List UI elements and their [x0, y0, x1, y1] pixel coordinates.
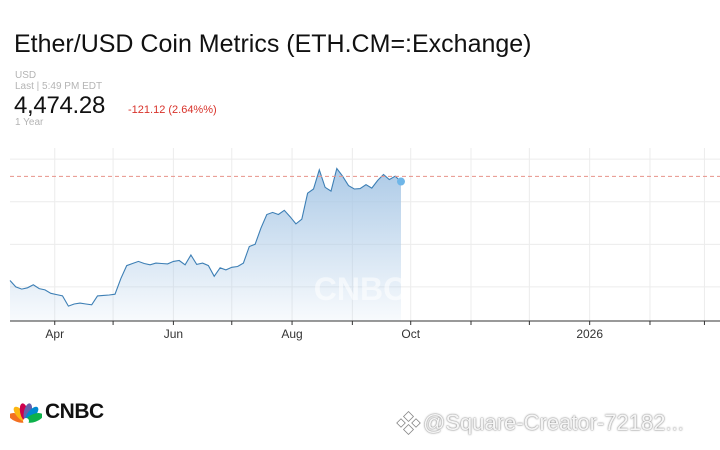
cnbc-logo: CNBC	[10, 400, 104, 424]
creator-watermark: @Square-Creator-72182...	[395, 410, 684, 436]
peacock-icon	[10, 403, 42, 423]
price-area-fill	[10, 168, 401, 321]
x-tick-label: Jun	[164, 327, 183, 341]
currency-label: USD	[15, 70, 37, 81]
price-change: -121.12 (2.64%%)	[128, 104, 217, 116]
binance-icon	[396, 411, 421, 435]
watermark-text: @Square-Creator-72182...	[423, 410, 684, 435]
x-tick-label: Oct	[401, 327, 420, 341]
x-tick-label: 2026	[576, 327, 603, 341]
chart-watermark-logo: CNBC	[314, 271, 406, 307]
last-price-dot	[396, 177, 405, 186]
x-axis: Apr Jun Aug Oct 2026	[10, 320, 720, 341]
x-tick-label: Aug	[281, 327, 302, 341]
range-label: 1 Year	[15, 117, 44, 128]
page-title: Ether/USD Coin Metrics (ETH.CM=:Exchange…	[14, 30, 532, 58]
last-update-label: Last | 5:49 PM EDT	[15, 81, 103, 92]
x-tick-label: Apr	[45, 327, 64, 341]
cnbc-logo-text: CNBC	[45, 400, 104, 423]
price-series-line	[9, 167, 402, 307]
price-chart: CNBC Apr Jun Aug Oct 2026	[9, 148, 720, 341]
price-value: 4,474.28	[14, 92, 106, 119]
